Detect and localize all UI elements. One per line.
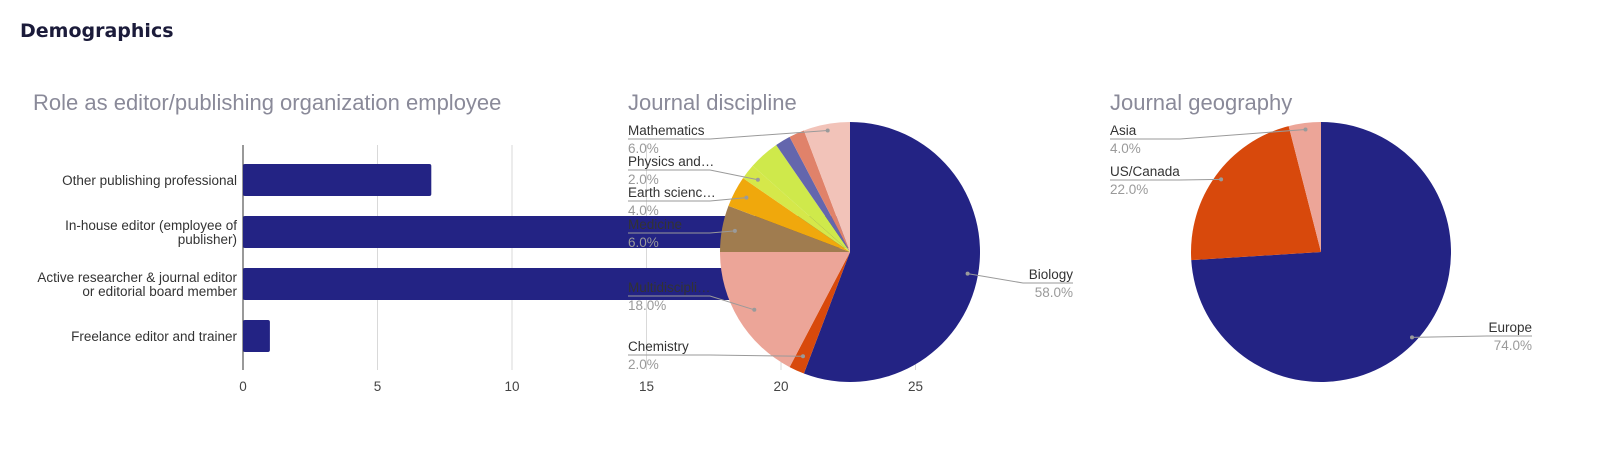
- pie-leader-line: [628, 295, 755, 311]
- pie-leader-dot: [732, 228, 737, 233]
- pie-slice: [743, 165, 850, 252]
- pie-leader-line: [1411, 335, 1532, 338]
- category-label: Other publishing professional: [62, 173, 237, 188]
- bar: [243, 320, 270, 352]
- pie-slice-percent: 6.0%: [628, 235, 659, 250]
- bar: [243, 216, 862, 248]
- pie-chart-title: Journal geography: [1110, 90, 1292, 115]
- x-tick-label: 10: [504, 379, 519, 394]
- x-tick-label: 5: [374, 379, 382, 394]
- category-label-line: Freelance editor and trainer: [71, 329, 237, 344]
- x-tick-label: 20: [773, 379, 788, 394]
- bar-chart-title: Role as editor/publishing organization e…: [33, 90, 501, 115]
- pie-slice: [789, 130, 850, 252]
- pie-leader-line: [967, 273, 1073, 284]
- category-label: Active researcher & journal editor or edi…: [37, 270, 237, 299]
- pie-leader-dot: [755, 177, 760, 182]
- pie-leader-line: [628, 130, 828, 140]
- pie-slice: [789, 252, 850, 374]
- pie-leader-dot: [744, 195, 749, 200]
- pie-slice-percent: 4.0%: [1110, 141, 1141, 156]
- pie-slice: [803, 122, 981, 382]
- category-label-line: Other publishing professional: [62, 173, 237, 188]
- pie-slice: [1191, 122, 1452, 383]
- pie-chart-title: Journal discipline: [628, 90, 797, 115]
- category-label-line: publisher): [178, 232, 237, 247]
- pie-slice-percent: 22.0%: [1110, 182, 1148, 197]
- pie-slice: [1191, 126, 1321, 261]
- pie-slice-label: Medicine: [628, 217, 682, 232]
- pie-slice-label: Biology: [1029, 267, 1074, 282]
- category-label-line: Active researcher & journal editor: [37, 270, 237, 285]
- pie-leader-line: [628, 230, 735, 234]
- pie-slice: [720, 252, 850, 368]
- pie-slice: [752, 145, 850, 252]
- geography-pie-chart: Journal geography Europe 74.0% US/Canada 22.…: [1110, 90, 1532, 383]
- pie-slice-label: Physics and…: [628, 154, 714, 169]
- discipline-pie-chart: Journal discipline Biology 58.0% Chemistry 2…: [628, 90, 1073, 382]
- pie-leader-line: [628, 197, 747, 202]
- pie-slice-label: Earth scienc…: [628, 185, 716, 200]
- pie-slice-percent: 18.0%: [628, 298, 666, 313]
- x-tick-label: 25: [908, 379, 923, 394]
- pie-leader-line: [628, 169, 759, 181]
- category-label: Freelance editor and trainer: [71, 329, 237, 344]
- category-label-line: In-house editor (employee of: [65, 218, 237, 233]
- bar: [243, 268, 781, 300]
- pie-slice-label: Mathematics: [628, 123, 705, 138]
- x-tick-label: 0: [239, 379, 247, 394]
- bar: [243, 164, 432, 196]
- pie-slice-label: Europe: [1488, 320, 1532, 335]
- pie-leader-line: [1110, 178, 1222, 181]
- pie-slice: [1288, 122, 1321, 252]
- pie-slice-percent: 74.0%: [1494, 338, 1532, 353]
- pie-slice-percent: 2.0%: [628, 172, 659, 187]
- pie-slice-percent: 4.0%: [628, 203, 659, 218]
- pie-slice: [720, 205, 850, 252]
- pie-slice-percent: 58.0%: [1035, 285, 1073, 300]
- pie-leader-dot: [801, 354, 805, 359]
- pie-slice: [776, 136, 850, 252]
- pie-leader-dot: [825, 128, 830, 133]
- pie-leader-line: [1110, 129, 1306, 140]
- pie-slice: [803, 122, 850, 252]
- section-title: Demographics: [20, 20, 174, 42]
- pie-slice-label: Multidiscipli…: [628, 280, 711, 295]
- pie-leader-dot: [1303, 127, 1308, 132]
- category-label-line: or editorial board member: [82, 284, 237, 299]
- category-label: In-house editor (employee of publisher): [65, 218, 237, 247]
- pie-slice: [728, 178, 850, 252]
- pie-slice-percent: 2.0%: [628, 357, 659, 372]
- pie-slice-label: US/Canada: [1110, 164, 1180, 179]
- pie-leader-dot: [752, 307, 757, 312]
- pie-leader-line: [628, 354, 804, 357]
- pie-leader-dot: [965, 271, 970, 276]
- pie-slice-label: Chemistry: [628, 339, 689, 354]
- pie-leader-dot: [1410, 335, 1414, 340]
- x-tick-label: 15: [639, 379, 654, 394]
- pie-slice-percent: 6.0%: [628, 141, 659, 156]
- pie-leader-dot: [1219, 177, 1224, 182]
- pie-slice-label: Asia: [1110, 123, 1137, 138]
